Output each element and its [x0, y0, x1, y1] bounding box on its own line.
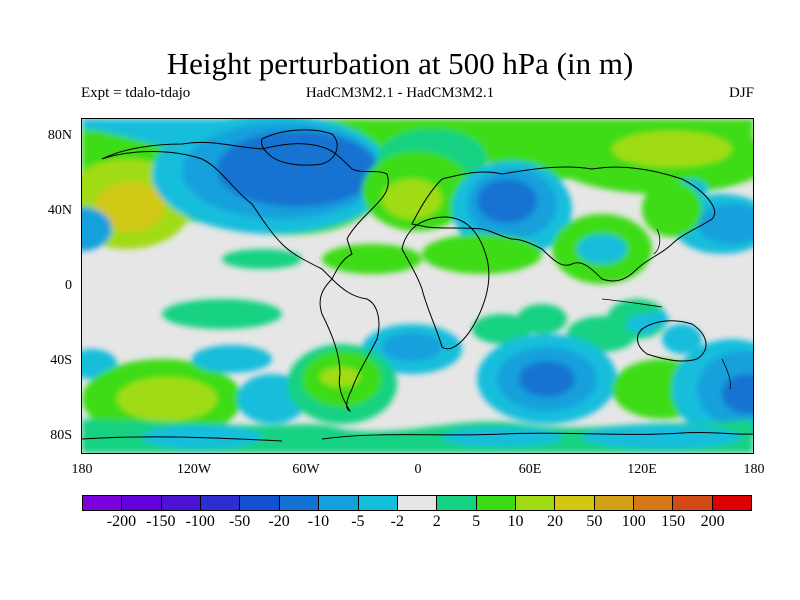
map-panel [81, 118, 754, 454]
colorbar-label: -2 [390, 513, 404, 530]
colorbar-swatch [319, 496, 359, 510]
experiment-label: Expt = tdalo-tdajo [81, 85, 191, 101]
lon-tick-label: 180 [71, 462, 93, 477]
colorbar-label: 50 [586, 513, 603, 530]
lon-tick-label: 120W [176, 462, 212, 477]
lon-tick-label: 180 [743, 462, 765, 477]
colorbar-swatch [279, 496, 320, 510]
colorbar-swatch [240, 496, 280, 510]
season-label: DJF [728, 85, 754, 101]
lat-tick-label: 80N [47, 128, 72, 143]
lon-tick-label: 0 [414, 462, 422, 477]
lon-tick-label: 120E [627, 462, 657, 477]
lat-tick-label: 40S [50, 353, 72, 368]
colorbar-label: -150 [146, 513, 176, 530]
model-label: HadCM3M2.1 - HadCM3M2.1 [305, 85, 495, 101]
colorbar-swatch [712, 496, 752, 510]
colorbar-swatch [476, 496, 516, 510]
contour-map [82, 119, 753, 453]
colorbar-swatch [83, 496, 123, 510]
lat-tick-label: 0 [65, 278, 72, 293]
colorbar-label: -50 [228, 513, 251, 530]
colorbar-label: 10 [507, 513, 524, 530]
colorbar-swatch [201, 496, 241, 510]
lat-tick-label: 80S [50, 428, 72, 443]
colorbar-label: 200 [700, 513, 725, 530]
plot-title: Height perturbation at 500 hPa (in m) [166, 46, 634, 81]
colorbar-swatch [397, 496, 438, 510]
colorbar-label: -10 [307, 513, 330, 530]
colorbar-label: 20 [546, 513, 563, 530]
colorbar [82, 495, 752, 511]
colorbar-swatch [515, 496, 556, 510]
colorbar-label: -20 [268, 513, 290, 530]
colorbar-label: 5 [472, 513, 481, 530]
colorbar-swatch [594, 496, 635, 510]
colorbar-label: -200 [106, 513, 137, 530]
colorbar-label: 150 [661, 513, 686, 530]
colorbar-swatch [555, 496, 595, 510]
colorbar-swatch [122, 496, 162, 510]
colorbar-swatch [673, 496, 713, 510]
colorbar-swatch [358, 496, 398, 510]
colorbar-label: 2 [432, 513, 441, 530]
lat-tick-label: 40N [47, 203, 72, 218]
lon-tick-label: 60E [518, 462, 542, 477]
colorbar-label: -100 [185, 513, 215, 530]
colorbar-swatch [634, 496, 674, 510]
colorbar-swatch [437, 496, 477, 510]
colorbar-swatch [161, 496, 202, 510]
colorbar-label: 100 [621, 513, 646, 530]
colorbar-label: -5 [351, 513, 365, 530]
lon-tick-label: 60W [292, 462, 320, 477]
